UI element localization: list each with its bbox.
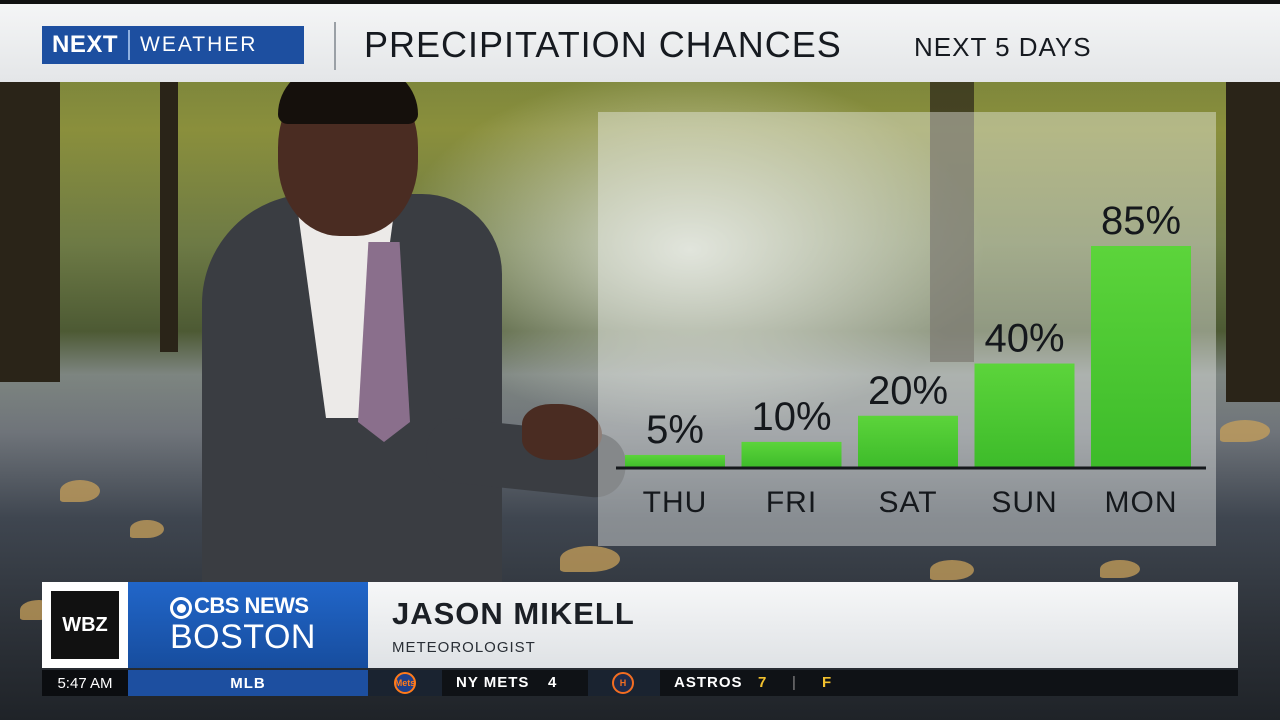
- category-label-sat: SAT: [878, 486, 937, 519]
- fallen-leaf: [560, 546, 620, 572]
- team1-name: NY METS: [456, 674, 530, 691]
- wbz-logo: WBZ: [42, 582, 128, 668]
- tree-trunk: [0, 82, 60, 382]
- score-ticker: 5:47 AM MLB Mets NY METS 4 H ASTROS 7 | …: [42, 670, 1238, 696]
- precipitation-bar-chart: 5% THU 10% FRI 20% SAT 40% SUN 85% MON: [616, 199, 1206, 519]
- category-label-mon: MON: [1105, 486, 1178, 519]
- chart-subtitle: NEXT 5 DAYS: [914, 32, 1092, 62]
- astros-logo-icon: H: [612, 672, 634, 694]
- brand-weather-text: WEATHER: [128, 30, 267, 60]
- cbs-eye-icon: [170, 597, 192, 619]
- tree-trunk: [930, 82, 974, 362]
- chart-title: PRECIPITATION CHANCES: [364, 24, 842, 65]
- pointing-hand: [522, 404, 602, 460]
- chart-panel: 5% THU 10% FRI 20% SAT 40% SUN 85% MON: [598, 112, 1216, 546]
- nameplate: JASON MIKELL METEOROLOGIST: [368, 582, 1238, 668]
- meteorologist-figure: [196, 66, 629, 594]
- value-label-sun: 40%: [984, 317, 1064, 361]
- station-city: BOSTON: [170, 618, 316, 656]
- bar-thu: [625, 454, 725, 468]
- team2-logo-box: H: [588, 670, 660, 696]
- bar-fri: [741, 441, 842, 468]
- fallen-leaf: [130, 520, 164, 538]
- fallen-leaf: [1220, 420, 1270, 442]
- bar-sun: [974, 363, 1075, 468]
- tie: [358, 242, 410, 442]
- category-label-fri: FRI: [766, 486, 817, 519]
- ticker-separator: |: [792, 674, 796, 691]
- game-status: F: [822, 674, 832, 691]
- station-branding: CBS NEWS BOSTON: [128, 582, 368, 668]
- team1-logo-box: Mets: [368, 670, 442, 696]
- team2-name: ASTROS: [674, 674, 743, 691]
- value-label-thu: 5%: [646, 408, 704, 452]
- brand-next-text: NEXT: [52, 31, 119, 58]
- bar-mon: [1091, 246, 1191, 468]
- bar-sat: [858, 415, 958, 468]
- fallen-leaf: [930, 560, 974, 580]
- category-label-sun: SUN: [991, 486, 1057, 519]
- header-divider: [334, 22, 336, 70]
- fallen-leaf: [1100, 560, 1140, 578]
- value-label-fri: 10%: [751, 395, 831, 439]
- tree-trunk: [1226, 82, 1280, 402]
- presenter-role: METEOROLOGIST: [392, 639, 536, 656]
- presenter-name: JASON MIKELL: [392, 596, 635, 631]
- ticker-league: MLB: [128, 670, 368, 696]
- tree-trunk: [160, 82, 178, 352]
- lower-third: WBZ CBS NEWS BOSTON JASON MIKELL METEORO…: [42, 582, 1238, 668]
- wbz-logo-text: WBZ: [51, 591, 119, 659]
- category-label-thu: THU: [643, 486, 708, 519]
- ticker-time: 5:47 AM: [42, 670, 128, 696]
- network-name: CBS NEWS: [194, 593, 309, 618]
- value-label-sat: 20%: [868, 369, 948, 413]
- fallen-leaf: [60, 480, 100, 502]
- mets-logo-icon: Mets: [394, 672, 416, 694]
- value-label-mon: 85%: [1101, 199, 1181, 243]
- header-bar: NEXT WEATHER PRECIPITATION CHANCES NEXT …: [0, 0, 1280, 82]
- next-weather-logo: NEXT WEATHER: [42, 26, 304, 64]
- team1-score: 4: [548, 674, 557, 691]
- team2-score: 7: [758, 674, 767, 691]
